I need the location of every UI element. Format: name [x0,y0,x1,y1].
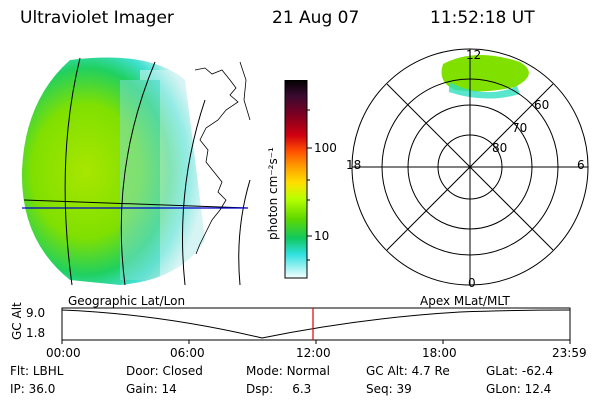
ip-value: 36.0 [28,382,56,396]
glon-field: GLon: 12.4 [486,382,551,396]
x-tick-1800: 18:00 [422,346,457,360]
mode-field: Mode: Normal [246,364,330,378]
glon-label: GLon: [486,382,521,396]
dsp-value: 6.3 [292,382,312,396]
altitude-timeline[interactable] [0,300,600,348]
filter-field: Flt: LBHL [10,364,63,378]
gcalt-field: GC Alt: 4.7 Re [366,364,450,378]
x-tick-1200: 12:00 [296,346,331,360]
geographic-map-panel [21,57,251,286]
timeline-ticks [61,340,571,344]
colorbar-gradient [284,80,308,279]
gain-field: Gain: 14 [126,382,177,396]
y-tick-1-8: 1.8 [26,326,46,340]
mode-value: Normal [286,364,330,378]
coastline [194,67,239,255]
glat-label: GLat: [486,364,519,378]
dsp-label: Dsp: [246,382,274,396]
x-tick-2359: 23:59 [552,346,587,360]
door-value: Closed [162,364,203,378]
polar-mlt-plot [351,48,589,286]
filter-label: Flt: [10,364,29,378]
dsp-field: Dsp: 6.3 [246,382,311,396]
seq-label: Seq: [366,382,393,396]
colorbar-panel [284,80,312,279]
timeline-frame [61,307,571,341]
colorbar-unit-label: photon cm⁻²s⁻¹ [266,147,280,240]
timeline-left-label: Geographic Lat/Lon [68,294,186,308]
mlt-label-0: 0 [468,276,476,290]
door-label: Door: [126,364,159,378]
polar-aurora-emission [441,54,529,92]
time-label: 11:52:18 UT [430,8,535,28]
seq-value: 39 [396,382,412,396]
filter-value: LBHL [32,364,64,378]
seq-field: Seq: 39 [366,382,412,396]
altitude-curve [61,309,571,339]
glon-value: 12.4 [524,382,552,396]
instrument-title: Ultraviolet Imager [20,8,174,28]
gain-label: Gain: [126,382,158,396]
mode-label: Mode: [246,364,283,378]
glat-value: -62.4 [521,364,553,378]
timeline-right-label: Apex MLat/MLT [420,294,510,308]
glat-field: GLat: -62.4 [486,364,553,378]
x-tick-0000: 00:00 [46,346,81,360]
gcalt-value: 4.7 Re [411,364,450,378]
y-tick-9: 9.0 [26,306,46,320]
date-label: 21 Aug 07 [272,8,360,28]
colorbar-tick-100: 100 [314,141,337,155]
polar-grid [351,48,589,286]
lat-label-60: 60 [534,98,550,112]
ip-field: IP: 36.0 [10,382,55,396]
lat-lon-grid [23,57,251,286]
ip-label: IP: [10,382,25,396]
mlt-label-6: 6 [577,158,585,172]
lat-label-80: 80 [492,141,508,155]
mlt-label-12: 12 [466,48,482,62]
lat-label-70: 70 [512,121,528,135]
gain-value: 14 [161,382,177,396]
colorbar-tick-10: 10 [314,229,330,243]
gcalt-label: GC Alt: [366,364,408,378]
door-field: Door: Closed [126,364,203,378]
mlt-label-18: 18 [346,158,362,172]
x-tick-0600: 06:00 [170,346,205,360]
